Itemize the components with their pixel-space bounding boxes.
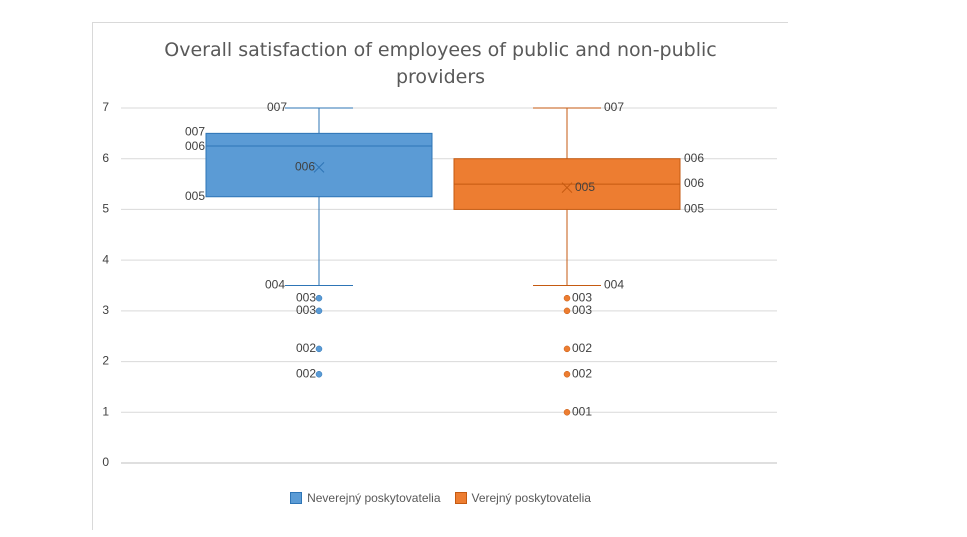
series-1-data-label-4: 006 [295,160,315,174]
legend-swatch-series-1 [290,492,303,504]
series-1-data-label-1: 007 [267,100,287,114]
series-1-mean-marker-b [313,161,325,173]
legend-swatch-series-2 [454,492,467,504]
series-1-data-label-8: 003 [296,303,316,317]
series-2-data-label-10: 002 [572,366,592,380]
chart-title-line-2: providers [395,66,486,88]
series-1-outlier-4 [315,371,323,378]
series-1-outlier-3 [315,345,323,353]
series-1-data-label-3: 006 [185,139,205,153]
series-2-data-label-8: 003 [572,303,592,317]
y-tick-label-7: 7 [102,100,109,114]
series-2-data-label-1: 007 [604,100,624,114]
legend-item-series-1: Neverejný poskytovatelia [290,491,441,505]
series-2-data-label-5: 005 [684,202,704,216]
series-1-data-label-7: 003 [296,290,316,304]
series-2-outlier-5 [563,409,571,416]
series-1-data-label-2: 007 [185,125,205,139]
y-tick-label-3: 3 [102,303,109,317]
series-2-data-label-6: 004 [604,278,624,292]
legend-item-series-2: Verejný poskytovatelia [454,491,591,505]
legend: Neverejný poskytovatelia Verejný poskyto… [93,491,788,505]
y-tick-label-1: 1 [102,404,109,418]
series-1-data-label-9: 002 [296,341,316,355]
series-2-data-label-7: 003 [572,290,592,304]
series-2-outlier-2 [563,307,571,315]
legend-label-series-2: Verejný poskytovatelia [471,491,591,505]
y-tick-label-4: 4 [102,252,109,266]
legend-label-series-1: Neverejný poskytovatelia [307,491,441,505]
series-1-outlier-1 [315,294,323,302]
series-1-outlier-2 [315,307,323,315]
series-1-data-label-5: 005 [185,189,205,203]
series-2-mean-marker-b [561,182,573,193]
series-2-data-label-3: 006 [684,176,704,190]
series-2-data-label-2: 006 [684,151,704,165]
series-2-data-label-11: 001 [572,404,592,418]
series-2-data-label-9: 002 [572,341,592,355]
series-2-data-label-4: 005 [575,180,595,194]
series-2-outlier-1 [563,294,571,302]
y-tick-label-5: 5 [102,202,109,216]
y-tick-label-2: 2 [102,354,109,368]
series-2-outlier-4 [563,371,571,378]
y-tick-label-0: 0 [102,455,109,469]
series-1-box [205,132,433,198]
chart-title-line-1: Overall satisfaction of employees of pub… [164,39,717,61]
series-1-data-label-6: 004 [265,278,285,292]
chart-title: Overall satisfaction of employees of pub… [93,37,788,91]
series-2-outlier-3 [563,345,571,353]
chart-container: Overall satisfaction of employees of pub… [92,22,788,530]
y-tick-label-6: 6 [102,151,109,165]
series-1-data-label-10: 002 [296,366,316,380]
